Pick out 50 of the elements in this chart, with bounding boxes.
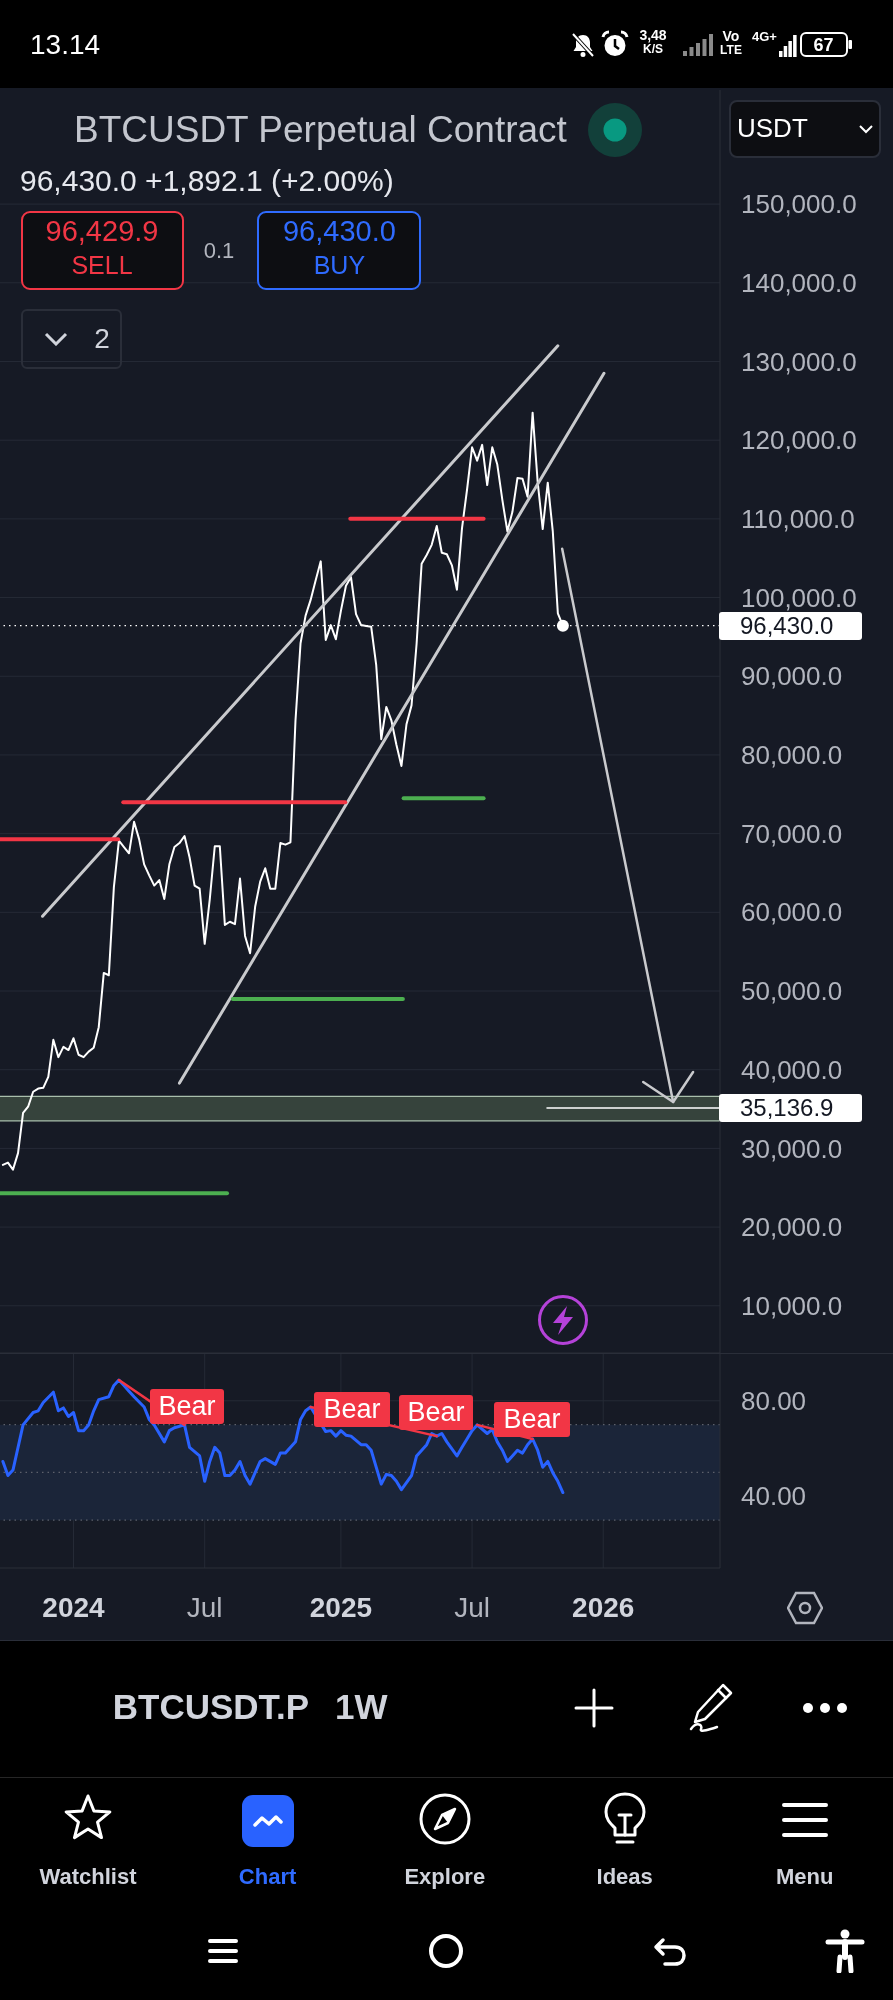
x-tick-label: Jul bbox=[186, 1591, 223, 1623]
y-tick-label: 10,000.0 bbox=[741, 1290, 843, 1321]
text: 96,430.0 +1,892.1 (+2.00%) bbox=[20, 163, 394, 199]
text: K/S bbox=[643, 42, 663, 57]
text: Chart bbox=[238, 1863, 297, 1890]
data-label: 35,136.9 bbox=[740, 1094, 834, 1122]
annotation: 0.1 bbox=[203, 238, 235, 264]
annotation: 96,429.9 bbox=[45, 215, 159, 249]
text: BTCUSDT.P bbox=[112, 1686, 310, 1728]
y-tick-label: 60,000.0 bbox=[741, 897, 843, 928]
text: Explore bbox=[404, 1863, 486, 1890]
y-tick-label: 30,000.0 bbox=[741, 1133, 843, 1164]
x-tick-label: Jul bbox=[454, 1591, 490, 1623]
x-tick-label: 2024 bbox=[42, 1591, 106, 1623]
y-tick-label: 70,000.0 bbox=[741, 818, 843, 849]
y-tick-label: 20,000.0 bbox=[741, 1212, 843, 1243]
x-tick-label: 2026 bbox=[572, 1591, 635, 1623]
text: 4G+ bbox=[752, 28, 777, 45]
text: LTE bbox=[720, 43, 742, 58]
annotation: BUY bbox=[313, 250, 366, 280]
line-series bbox=[1, 1378, 565, 1495]
ref-line-label: 96,430.0 bbox=[740, 611, 834, 640]
annotation: 96,430.0 bbox=[282, 215, 396, 249]
text: 67 bbox=[813, 34, 834, 55]
annotation: 2 bbox=[94, 322, 110, 356]
text: Menu bbox=[775, 1863, 834, 1890]
annotation: Bear bbox=[158, 1390, 216, 1423]
text: USDT bbox=[737, 113, 808, 144]
y-tick-label: 100,000.0 bbox=[741, 582, 857, 613]
y-tick-label: 80,000.0 bbox=[741, 740, 843, 771]
y-tick-label: 120,000.0 bbox=[741, 425, 857, 456]
y-tick-label: 110,000.0 bbox=[741, 503, 855, 534]
y-tick-label: 40.00 bbox=[741, 1481, 807, 1512]
y-tick-label: 150,000.0 bbox=[741, 189, 857, 220]
y-tick-label: 50,000.0 bbox=[741, 976, 843, 1007]
text: 3,48 bbox=[639, 26, 667, 44]
annotation: Bear bbox=[503, 1403, 561, 1436]
text: Vo bbox=[722, 27, 740, 45]
text: 1W bbox=[335, 1686, 388, 1728]
y-tick-label: 80.00 bbox=[741, 1385, 807, 1416]
text: BTCUSDT Perpetual Contract bbox=[74, 108, 567, 152]
y-tick-label: 130,000.0 bbox=[741, 346, 857, 377]
x-tick-label: 2025 bbox=[309, 1591, 373, 1623]
y-tick-label: 140,000.0 bbox=[741, 267, 857, 298]
text: Watchlist bbox=[39, 1863, 137, 1890]
text: Ideas bbox=[596, 1863, 653, 1890]
text: 13.14 bbox=[30, 28, 101, 62]
y-tick-label: 40,000.0 bbox=[741, 1054, 843, 1085]
annotation: SELL bbox=[71, 250, 133, 280]
y-tick-label: 90,000.0 bbox=[741, 661, 843, 692]
